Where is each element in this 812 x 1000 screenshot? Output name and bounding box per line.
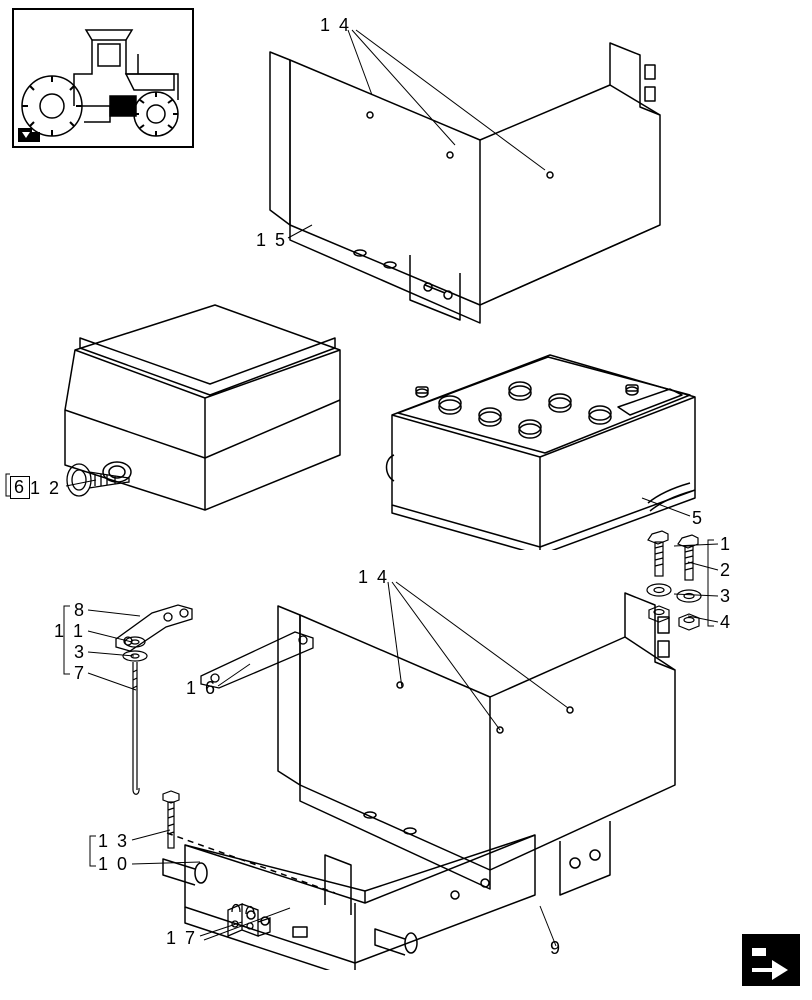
diagram-canvas: 1 4 1 5 6 1 2 5 1 2 3 4 1 4 8 1 1 3 7 1 … (0, 0, 812, 1000)
callout-8: 8 (74, 600, 86, 621)
callout-10: 1 0 (98, 854, 129, 875)
callout-9: 9 (550, 938, 562, 959)
callout-15: 1 5 (256, 230, 287, 251)
callout-14b: 1 4 (358, 567, 389, 588)
callout-2: 2 (720, 560, 732, 581)
callout-5: 5 (692, 508, 704, 529)
callout-11: 1 1 (54, 621, 85, 642)
callout-12: 1 2 (30, 478, 61, 499)
callout-14a: 1 4 (320, 15, 351, 36)
callout-13: 1 3 (98, 831, 129, 852)
page-forward-icon[interactable] (742, 934, 800, 986)
callout-7: 7 (74, 663, 86, 684)
callout-3b: 3 (74, 642, 86, 663)
callout-6: 6 (10, 476, 30, 499)
callout-17: 1 7 (166, 928, 197, 949)
callout-3a: 3 (720, 586, 732, 607)
callout-4: 4 (720, 612, 732, 633)
callout-1: 1 (720, 534, 732, 555)
callout-16: 1 6 (186, 678, 217, 699)
